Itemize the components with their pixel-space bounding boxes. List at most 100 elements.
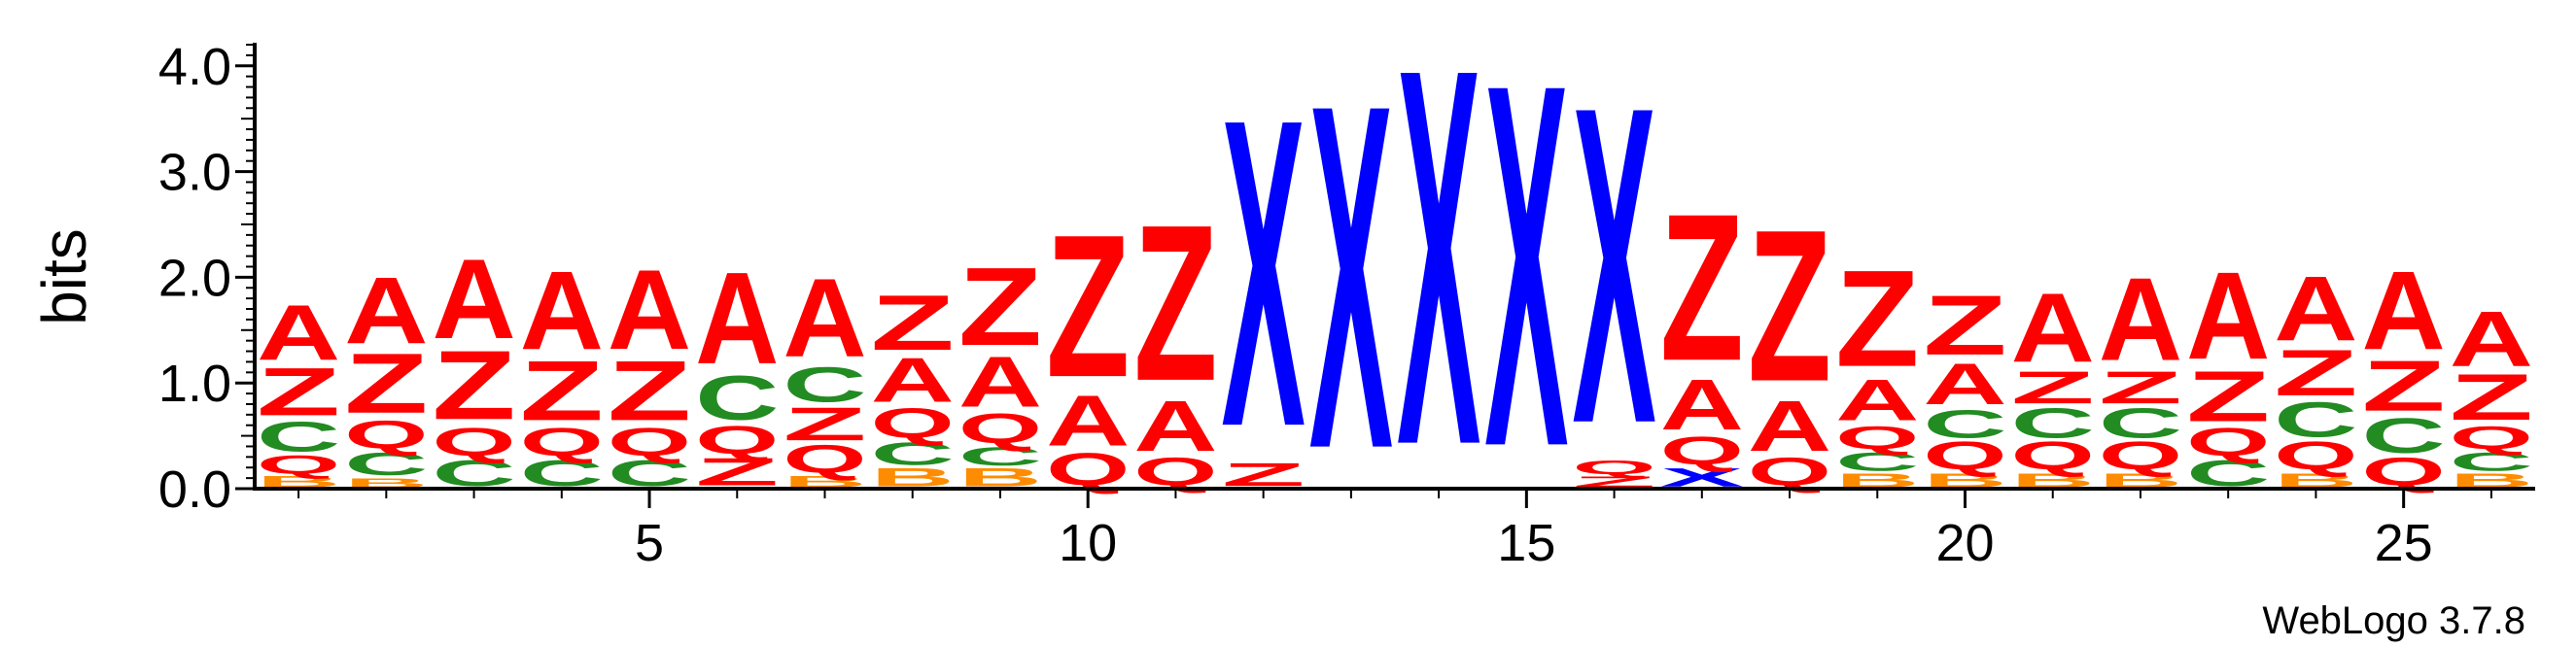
logo-glyph-q-pos-25: Q bbox=[2362, 450, 2446, 495]
logo-glyph-c-pos-22: C bbox=[2099, 400, 2182, 447]
logo-glyph-c-pos-21: C bbox=[2011, 400, 2095, 447]
y-tick-label: 2.0 bbox=[158, 249, 231, 307]
logo-glyph-z-pos-16: Z bbox=[1572, 473, 1655, 491]
y-tick-label: 0.0 bbox=[158, 460, 231, 519]
logo-glyph-a-pos-11: A bbox=[1133, 387, 1217, 467]
logo-glyph-z-pos-4: Z bbox=[520, 343, 604, 438]
logo-glyph-q-pos-5: Q bbox=[608, 420, 691, 464]
logo-glyph-c-pos-19: C bbox=[1835, 447, 1919, 476]
logo-glyph-q-pos-9: Q bbox=[958, 405, 1042, 452]
y-tick-label: 3.0 bbox=[158, 144, 231, 202]
logo-glyph-a-pos-6: A bbox=[695, 245, 779, 391]
logo-glyph-x-pos-16: X bbox=[1572, 14, 1656, 518]
logo-glyph-q-pos-23: Q bbox=[2186, 420, 2270, 464]
logo-glyph-q-pos-17: Q bbox=[1660, 428, 1744, 473]
x-tick-label: 10 bbox=[1059, 514, 1117, 572]
logo-glyph-a-pos-8: A bbox=[871, 346, 955, 416]
logo-glyph-z-pos-20: Z bbox=[1923, 278, 2006, 373]
logo-glyph-c-pos-23: C bbox=[2186, 453, 2270, 494]
logo-glyph-z-pos-2: Z bbox=[344, 336, 428, 431]
logo-glyph-c-pos-1: C bbox=[257, 414, 340, 460]
y-axis-label: bits bbox=[29, 228, 99, 325]
logo-glyph-b-pos-26: B bbox=[2450, 469, 2533, 492]
x-tick-label: 5 bbox=[635, 514, 664, 572]
y-tick-label: 1.0 bbox=[158, 355, 231, 413]
logo-glyph-z-pos-25: Z bbox=[2362, 346, 2446, 426]
logo-glyph-c-pos-25: C bbox=[2362, 408, 2446, 463]
logo-glyph-a-pos-21: A bbox=[2011, 274, 2095, 383]
logo-glyph-x-pos-12: X bbox=[1222, 28, 1306, 518]
logo-glyph-a-pos-19: A bbox=[1835, 367, 1919, 433]
logo-glyph-q-pos-20: Q bbox=[1923, 433, 2006, 478]
logo-glyph-z-pos-26: Z bbox=[2450, 361, 2533, 434]
logo-glyph-z-pos-19: Z bbox=[1835, 241, 1919, 394]
logo-glyph-z-pos-10: Z bbox=[1046, 191, 1130, 419]
logo-glyph-c-pos-3: C bbox=[432, 453, 515, 494]
logo-glyph-a-pos-26: A bbox=[2450, 294, 2533, 382]
logo-glyph-a-pos-5: A bbox=[608, 247, 691, 374]
axis-layer: 0.0 1.0 2.0 3.0 4.0 5 10 15 20 25 bbox=[158, 38, 2535, 572]
logo-glyph-z-pos-8: Z bbox=[871, 280, 955, 367]
glyph-layer: BQCZABCQZACQZACQZACQZAZQCABQZCABCQAZBCQA… bbox=[257, 0, 2533, 558]
logo-glyph-b-pos-20: B bbox=[1923, 469, 2006, 492]
logo-glyph-z-pos-17: Z bbox=[1660, 170, 1744, 404]
logo-glyph-c-pos-6: C bbox=[695, 363, 779, 433]
x-tick-label: 25 bbox=[2375, 514, 2433, 572]
logo-glyph-c-pos-24: C bbox=[2274, 392, 2357, 448]
logo-glyph-z-pos-7: Z bbox=[783, 397, 866, 450]
logo-glyph-a-pos-24: A bbox=[2274, 257, 2357, 359]
logo-glyph-q-pos-21: Q bbox=[2011, 433, 2095, 478]
logo-glyph-b-pos-22: B bbox=[2099, 469, 2182, 492]
logo-glyph-a-pos-18: A bbox=[1748, 387, 1831, 467]
logo-glyph-c-pos-9: C bbox=[958, 442, 1042, 471]
logo-glyph-c-pos-5: C bbox=[608, 453, 691, 494]
logo-glyph-z-pos-1: Z bbox=[257, 354, 340, 430]
logo-glyph-z-pos-5: Z bbox=[608, 343, 691, 438]
x-tick-label: 15 bbox=[1497, 514, 1555, 572]
logo-glyph-q-pos-16: Q bbox=[1572, 457, 1655, 479]
logo-glyph-a-pos-20: A bbox=[1923, 352, 2006, 418]
logo-glyph-x-pos-15: X bbox=[1484, 0, 1569, 555]
logo-glyph-a-pos-23: A bbox=[2186, 247, 2270, 386]
logo-glyph-c-pos-20: C bbox=[1923, 402, 2006, 446]
logo-glyph-q-pos-1: Q bbox=[257, 451, 340, 480]
logo-glyph-b-pos-21: B bbox=[2011, 469, 2095, 492]
logo-glyph-q-pos-3: Q bbox=[432, 420, 515, 464]
logo-glyph-a-pos-2: A bbox=[344, 258, 428, 364]
logo-glyph-c-pos-2: C bbox=[344, 446, 428, 483]
logo-glyph-z-pos-3: Z bbox=[432, 331, 515, 441]
logo-glyph-a-pos-7: A bbox=[783, 256, 866, 380]
logo-glyph-c-pos-7: C bbox=[783, 358, 866, 413]
logo-glyph-q-pos-26: Q bbox=[2450, 420, 2533, 456]
logo-glyph-q-pos-4: Q bbox=[520, 420, 604, 464]
logo-glyph-a-pos-17: A bbox=[1660, 365, 1744, 446]
logo-glyph-q-pos-18: Q bbox=[1748, 450, 1831, 495]
logo-glyph-z-pos-24: Z bbox=[2274, 337, 2357, 410]
logo-glyph-q-pos-7: Q bbox=[783, 437, 866, 482]
logo-glyph-b-pos-24: B bbox=[2274, 469, 2357, 492]
logo-glyph-z-pos-21: Z bbox=[2011, 362, 2095, 414]
logo-glyph-a-pos-22: A bbox=[2099, 254, 2182, 386]
logo-glyph-b-pos-7: B bbox=[783, 473, 866, 491]
logo-glyph-q-pos-22: Q bbox=[2099, 433, 2182, 478]
logo-glyph-a-pos-10: A bbox=[1046, 381, 1130, 461]
logo-glyph-q-pos-6: Q bbox=[695, 418, 779, 462]
weblogo-credit: WebLogo 3.7.8 bbox=[2262, 599, 2525, 642]
logo-glyph-z-pos-11: Z bbox=[1133, 180, 1217, 427]
y-tick-label: 4.0 bbox=[158, 38, 231, 96]
logo-glyph-c-pos-8: C bbox=[871, 435, 955, 472]
logo-glyph-q-pos-10: Q bbox=[1046, 444, 1130, 495]
logo-glyph-x-pos-14: X bbox=[1397, 0, 1481, 558]
logo-glyph-a-pos-9: A bbox=[958, 342, 1042, 423]
logo-glyph-a-pos-1: A bbox=[257, 289, 340, 376]
logo-glyph-a-pos-25: A bbox=[2362, 249, 2446, 373]
logo-glyph-z-pos-22: Z bbox=[2099, 362, 2182, 414]
logo-glyph-a-pos-4: A bbox=[520, 249, 604, 373]
logo-glyph-q-pos-8: Q bbox=[871, 399, 955, 446]
logo-glyph-c-pos-26: C bbox=[2450, 447, 2533, 476]
logo-glyph-q-pos-2: Q bbox=[344, 413, 428, 458]
logo-glyph-b-pos-1: B bbox=[257, 473, 340, 491]
logo-glyph-q-pos-19: Q bbox=[1835, 420, 1919, 456]
